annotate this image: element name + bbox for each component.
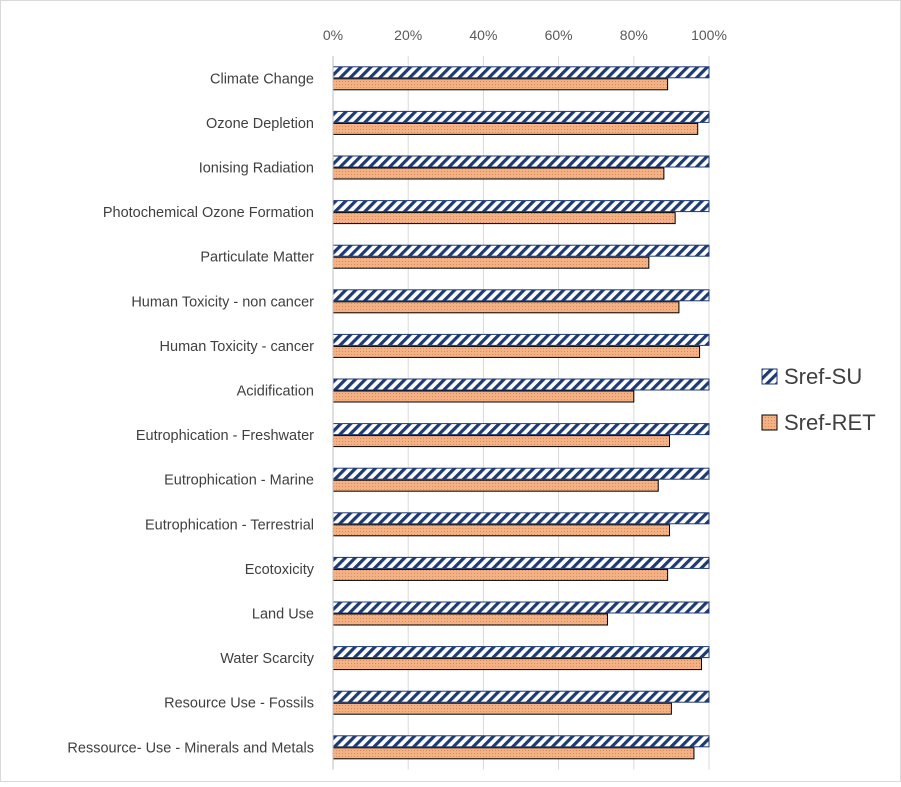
category-label: Particulate Matter xyxy=(200,250,314,266)
bars xyxy=(332,66,710,760)
category-label: Ozone Depletion xyxy=(206,116,314,132)
category-label: Eutrophication - Terrestrial xyxy=(145,517,314,533)
category-label: Human Toxicity - cancer xyxy=(160,339,315,355)
bar-sref-su xyxy=(332,155,710,168)
category-label: Acidification xyxy=(237,384,314,400)
category-label: Eutrophication - Freshwater xyxy=(136,428,314,444)
category-label: Ionising Radiation xyxy=(199,161,314,177)
legend-label: Sref-SU xyxy=(784,364,862,389)
category-label: Resource Use - Fossils xyxy=(164,696,314,712)
bar-sref-ret xyxy=(332,301,680,314)
bar-sref-su xyxy=(332,200,710,213)
bar-sref-su xyxy=(332,646,710,659)
category-labels: Climate Change Ozone Depletion Ionising Ra… xyxy=(67,71,314,756)
bar-sref-ret xyxy=(332,390,635,403)
x-tick-label: 100% xyxy=(691,27,727,43)
bar-sref-su xyxy=(332,601,710,614)
bar-sref-su xyxy=(332,244,710,257)
bar-sref-ret xyxy=(332,78,669,91)
bar-sref-su xyxy=(332,333,710,346)
bar-sref-ret xyxy=(332,613,608,626)
bar-sref-ret xyxy=(332,345,701,358)
bar-sref-ret xyxy=(332,256,650,269)
bar-sref-su xyxy=(332,735,710,748)
x-tick-label: 80% xyxy=(620,27,648,43)
category-label: Photochemical Ozone Formation xyxy=(103,205,314,221)
category-label: Ecotoxicity xyxy=(245,562,315,578)
bar-sref-su xyxy=(332,556,710,569)
category-label: Ressource- Use - Minerals and Metals xyxy=(67,740,314,756)
category-label: Climate Change xyxy=(210,71,314,87)
bar-sref-su xyxy=(332,467,710,480)
x-axis-tick-labels: 0% 20% 40% 60% 80% 100% xyxy=(323,27,727,43)
bar-sref-ret xyxy=(332,479,659,492)
legend-label: Sref-RET xyxy=(784,410,876,435)
bar-sref-ret xyxy=(332,702,672,715)
bar-sref-su xyxy=(332,512,710,525)
category-label: Land Use xyxy=(252,607,314,623)
category-label: Eutrophication - Marine xyxy=(164,473,314,489)
bar-sref-ret xyxy=(332,435,671,448)
legend-swatch xyxy=(761,368,778,385)
x-tick-label: 60% xyxy=(545,27,573,43)
bar-sref-ret xyxy=(332,658,702,671)
legend-swatch xyxy=(761,414,778,431)
category-label: Water Scarcity xyxy=(220,651,314,667)
bar-sref-su xyxy=(332,690,710,703)
bar-sref-su xyxy=(332,66,710,79)
legend: Sref-SU Sref-RET xyxy=(761,364,876,435)
bar-sref-ret xyxy=(332,524,671,537)
bar-sref-ret xyxy=(332,122,699,135)
bar-sref-ret xyxy=(332,747,695,760)
bar-sref-ret xyxy=(332,167,665,180)
x-tick-label: 20% xyxy=(394,27,422,43)
category-label: Human Toxicity - non cancer xyxy=(131,294,314,310)
bar-sref-su xyxy=(332,423,710,436)
x-tick-label: 0% xyxy=(323,27,343,43)
bar-sref-ret xyxy=(332,212,676,225)
bar-sref-su xyxy=(332,289,710,302)
bar-sref-su xyxy=(332,110,710,123)
bar-sref-su xyxy=(332,378,710,391)
x-tick-label: 40% xyxy=(469,27,497,43)
bar-sref-ret xyxy=(332,568,669,581)
